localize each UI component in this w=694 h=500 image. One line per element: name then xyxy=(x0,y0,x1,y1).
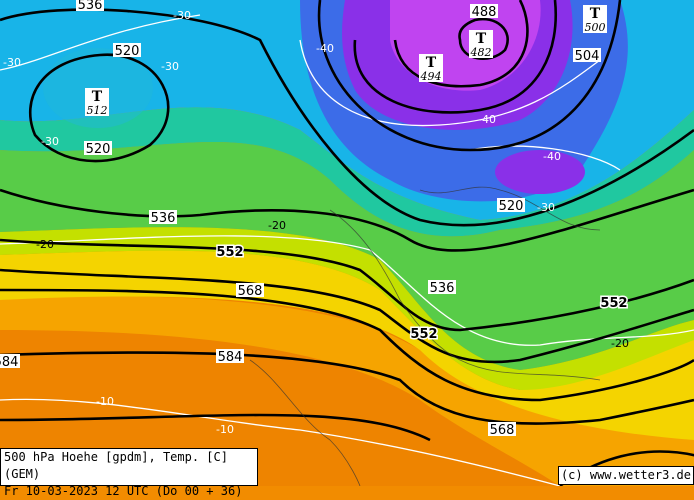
svg-text:584: 584 xyxy=(0,355,18,370)
svg-text:568: 568 xyxy=(238,284,263,299)
svg-text:584: 584 xyxy=(218,350,243,365)
temp-label: -40 xyxy=(543,150,561,163)
height-label: 584 xyxy=(216,349,244,365)
temp-label: -40 xyxy=(316,42,334,55)
legend-title: 500 hPa Hoehe [gpdm], Temp. [C] (GEM) xyxy=(4,450,228,481)
svg-text:494: 494 xyxy=(420,70,442,83)
svg-text:552: 552 xyxy=(410,327,437,342)
height-label: 552 xyxy=(599,295,629,313)
temp-label: -30 xyxy=(173,9,191,22)
svg-text:488: 488 xyxy=(472,5,497,20)
height-label: 520 xyxy=(84,141,112,157)
svg-text:T: T xyxy=(426,55,437,71)
temp-label: -40 xyxy=(478,113,496,126)
map-legend: 500 hPa Hoehe [gpdm], Temp. [C] (GEM) Fr… xyxy=(0,448,258,498)
height-label: 536 xyxy=(76,0,104,13)
svg-text:536: 536 xyxy=(78,0,103,13)
svg-text:536: 536 xyxy=(151,211,176,226)
credit-label: (c) www.wetter3.de xyxy=(557,466,694,485)
height-label: 520 xyxy=(497,198,525,214)
temp-label: -20 xyxy=(611,337,629,350)
svg-text:520: 520 xyxy=(499,199,524,214)
svg-text:T: T xyxy=(476,31,487,47)
temp-label: -30 xyxy=(537,201,555,214)
svg-text:520: 520 xyxy=(115,44,140,59)
height-label: 536 xyxy=(428,280,456,296)
height-label: 520 xyxy=(113,43,141,59)
height-label: 536 xyxy=(149,210,177,226)
temp-label: -20 xyxy=(36,238,54,251)
height-label: 504 xyxy=(573,48,601,64)
height-label: 584 xyxy=(0,354,20,370)
temp-label: -10 xyxy=(216,423,234,436)
svg-text:552: 552 xyxy=(600,296,627,311)
height-label: 552 xyxy=(409,326,439,344)
svg-text:482: 482 xyxy=(470,46,492,59)
temp-label: -30 xyxy=(3,56,21,69)
temp-label: -30 xyxy=(41,135,59,148)
weather-map: 536 520 520 536 552 568 584 584 536 552 … xyxy=(0,0,694,486)
svg-text:500: 500 xyxy=(585,21,606,34)
svg-text:T: T xyxy=(590,6,601,22)
svg-text:520: 520 xyxy=(86,142,111,157)
temp-label: -20 xyxy=(268,219,286,232)
height-label: 568 xyxy=(236,283,264,299)
svg-text:552: 552 xyxy=(216,245,243,260)
svg-text:T: T xyxy=(92,89,103,105)
height-label: 568 xyxy=(488,422,516,438)
height-label: 488 xyxy=(470,4,498,20)
svg-text:536: 536 xyxy=(430,281,455,296)
svg-text:568: 568 xyxy=(490,423,515,438)
svg-text:504: 504 xyxy=(575,49,600,64)
temp-label: -30 xyxy=(161,60,179,73)
temp-label: -10 xyxy=(96,395,114,408)
height-label: 552 xyxy=(215,244,245,262)
svg-text:512: 512 xyxy=(87,104,108,117)
